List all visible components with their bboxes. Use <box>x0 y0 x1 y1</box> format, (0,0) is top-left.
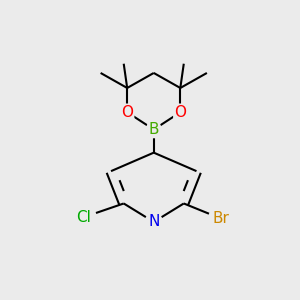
Text: O: O <box>174 105 186 120</box>
Text: N: N <box>148 214 159 230</box>
Text: B: B <box>148 122 159 137</box>
Text: O: O <box>121 105 133 120</box>
Text: Br: Br <box>212 211 229 226</box>
Text: Cl: Cl <box>76 210 91 225</box>
